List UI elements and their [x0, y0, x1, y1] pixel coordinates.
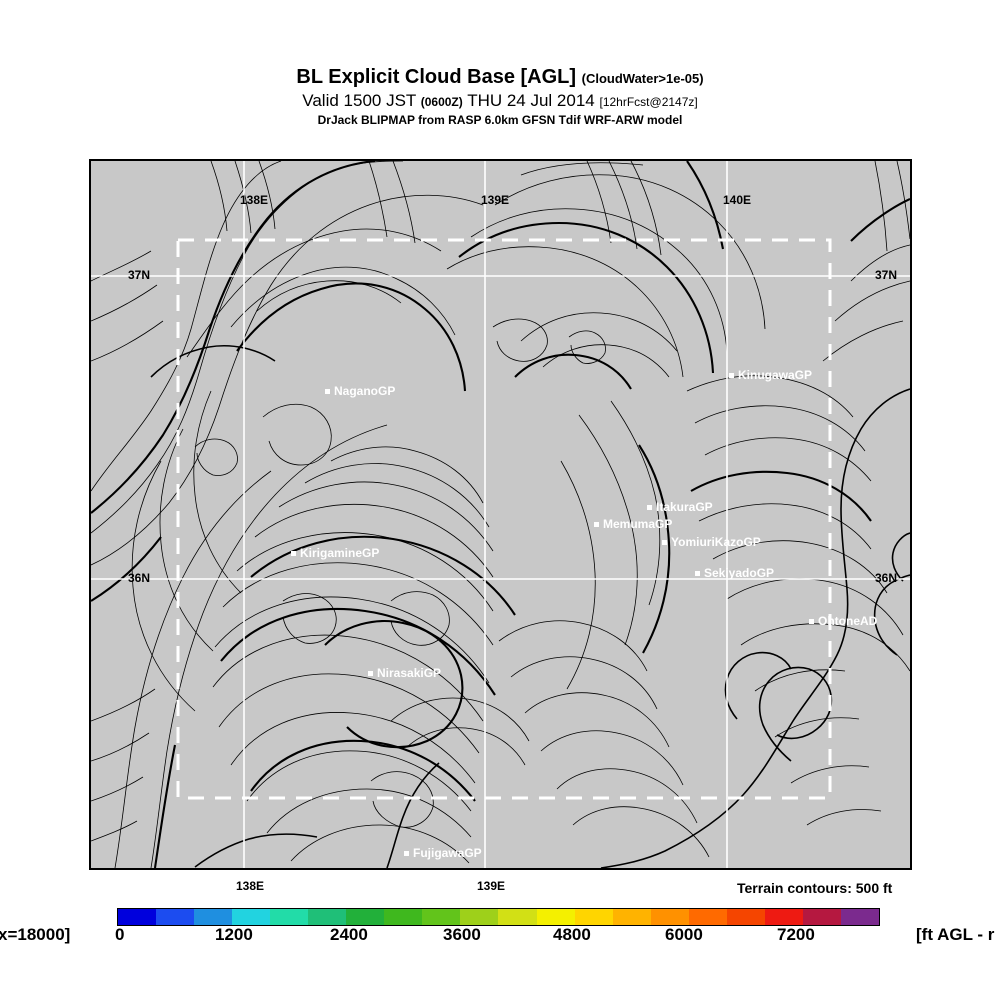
lat-label-right-37n: 37N: [875, 268, 898, 282]
map-canvas[interactable]: 138E 139E 140E 37N 37N 36N 36N NaganoGP …: [89, 159, 912, 870]
colorbar-tick-label: 6000: [665, 925, 703, 944]
colorbar-swatch: [118, 909, 157, 925]
colorbar-tick-label: 2400: [330, 925, 368, 944]
colorbar-swatch: [574, 909, 613, 925]
colorbar-swatch: [384, 909, 423, 925]
lon-label-top-138e: 138E: [240, 193, 269, 207]
lon-label-top-140e: 140E: [723, 193, 752, 207]
lat-label-left-37n: 37N: [128, 268, 151, 282]
station-dot-icon: [695, 571, 700, 576]
colorbar-tick-label: 7200: [777, 925, 815, 944]
station-label: KirigamineGP: [300, 546, 380, 560]
colorbar-swatch: [764, 909, 803, 925]
valid-forecast-hour: [12hrFcst@2147z]: [599, 95, 698, 109]
colorbar-tick-label: 3600: [443, 925, 481, 944]
colorbar-tick-label: 0: [115, 925, 125, 944]
forecast-domain-box: [176, 238, 832, 800]
terrain-contours-thin: [91, 161, 910, 868]
colorbar[interactable]: [117, 908, 880, 926]
station-label: OhtoneAD: [818, 614, 878, 628]
colorbar-swatch: [156, 909, 195, 925]
colorbar-max-note: x=18000]: [0, 925, 71, 944]
coastline-layer: [150, 344, 910, 868]
colorbar-tick-label: 1200: [215, 925, 253, 944]
station-dot-icon: [404, 851, 409, 856]
latlon-gridlines: [91, 161, 910, 868]
station-dot-icon: [662, 540, 667, 545]
valid-utc: (0600Z): [420, 95, 463, 109]
station-label: KinugawaGP: [738, 368, 813, 382]
colorbar-swatch: [346, 909, 385, 925]
title-block: BL Explicit Cloud Base [AGL] (CloudWater…: [0, 66, 1000, 128]
colorbar-swatch: [194, 909, 233, 925]
station-label: NirasakiGP: [377, 666, 442, 680]
colorbar-swatch: [726, 909, 765, 925]
colorbar-swatch: [460, 909, 499, 925]
lon-label-bottom-138e: 138E: [236, 879, 265, 893]
colorbar-swatch: [308, 909, 347, 925]
colorbar-swatch: [612, 909, 651, 925]
station-label: SekiyadoGP: [704, 566, 775, 580]
colorbar-swatch: [536, 909, 575, 925]
colorbar-swatch: [422, 909, 461, 925]
colorbar-units-note: [ft AGL - r: [916, 925, 995, 944]
lat-label-right-36n: 36N: [875, 571, 898, 585]
title-main-text: BL Explicit Cloud Base [AGL]: [296, 66, 577, 88]
map-contour-layer: [91, 161, 910, 868]
title-cloudwater-note: (CloudWater>1e-05): [581, 71, 704, 86]
colorbar-swatch: [498, 909, 537, 925]
lon-label-bottom-139e: 139E: [477, 879, 506, 893]
station-dot-icon: [291, 551, 296, 556]
colorbar-swatch: [270, 909, 309, 925]
colorbar-swatch: [688, 909, 727, 925]
station-label: YomiuriKazoGP: [671, 535, 761, 549]
station-label: ItakuraGP: [656, 500, 713, 514]
terrain-contours-bold: [91, 161, 910, 868]
station-dot-icon: [647, 505, 652, 510]
station-label: NaganoGP: [334, 384, 396, 398]
colorbar-swatch: [840, 909, 879, 925]
station-dot-icon: [729, 373, 734, 378]
station-label: MemumaGP: [603, 517, 673, 531]
station-dot-icon: [809, 619, 814, 624]
page-title: BL Explicit Cloud Base [AGL] (CloudWater…: [0, 66, 1000, 90]
lon-label-top-139e: 139E: [481, 193, 510, 207]
colorbar-swatch: [650, 909, 689, 925]
terrain-contour-note: Terrain contours: 500 ft: [737, 880, 893, 896]
valid-date: THU 24 Jul 2014: [467, 91, 595, 110]
valid-time-line: Valid 1500 JST (0600Z) THU 24 Jul 2014 […: [0, 91, 1000, 112]
station-dot-icon: [594, 522, 599, 527]
valid-prefix: Valid 1500 JST: [302, 91, 416, 110]
lat-label-left-36n: 36N: [128, 571, 151, 585]
colorbar-swatch: [232, 909, 271, 925]
station-dot-icon: [368, 671, 373, 676]
model-line: DrJack BLIPMAP from RASP 6.0km GFSN Tdif…: [317, 113, 683, 127]
station-label: FujigawaGP: [413, 846, 482, 860]
station-dot-icon: [325, 389, 330, 394]
colorbar-tick-label: 4800: [553, 925, 591, 944]
colorbar-swatch: [802, 909, 841, 925]
